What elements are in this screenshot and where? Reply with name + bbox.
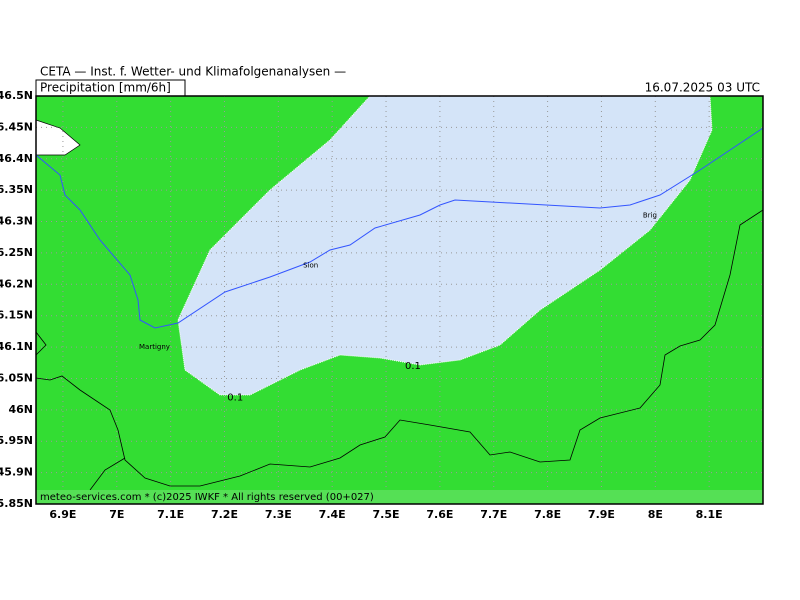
lon-tick-label: 7.8E [534, 508, 561, 521]
lat-tick-label: 46.4N [0, 152, 33, 165]
footer-text: meteo-services.com * (c)2025 IWKF * All … [40, 492, 374, 503]
header-title: CETA — Inst. f. Wetter- und Klimafolgena… [40, 65, 346, 79]
lat-tick-label: 46.05N [0, 371, 33, 384]
lon-tick-label: 7.5E [373, 508, 400, 521]
date-label: 16.07.2025 03 UTC [645, 81, 760, 95]
lon-tick-label: 7.4E [319, 508, 346, 521]
product-label: Precipitation [mm/6h] [40, 81, 171, 95]
lon-tick-label: 6.9E [49, 508, 76, 521]
lon-tick-label: 7.6E [426, 508, 453, 521]
lat-tick-label: 46.15N [0, 309, 33, 322]
place-label: Sion [303, 261, 318, 269]
lat-tick-label: 46.5N [0, 89, 33, 102]
contour-label: 0.1 [405, 361, 421, 372]
lon-tick-label: 7.1E [157, 508, 184, 521]
place-label: Martigny [139, 343, 170, 351]
lat-tick-label: 46.25N [0, 246, 33, 259]
lon-tick-label: 8E [648, 508, 663, 521]
lat-tick-label: 46.45N [0, 120, 33, 133]
lat-tick-label: 46.3N [0, 215, 33, 228]
lat-tick-label: 46N [8, 403, 33, 416]
map-frame [35, 95, 764, 505]
place-label: Brig [643, 211, 657, 219]
lat-tick-label: 45.9N [0, 466, 33, 479]
lon-tick-label: 7.3E [265, 508, 292, 521]
lon-tick-label: 8.1E [696, 508, 723, 521]
river [35, 127, 764, 329]
lon-tick-label: 7.7E [480, 508, 507, 521]
lat-tick-label: 45.85N [0, 497, 33, 510]
contour-label: 0.1 [227, 392, 243, 403]
lat-tick-label: 45.95N [0, 434, 33, 447]
lat-tick-label: 46.2N [0, 277, 33, 290]
lat-tick-label: 46.35N [0, 183, 33, 196]
grid [36, 95, 763, 505]
lon-tick-label: 7.9E [588, 508, 615, 521]
lat-tick-label: 46.1N [0, 340, 33, 353]
lon-tick-label: 7E [109, 508, 124, 521]
precip-area [177, 95, 713, 396]
border [35, 209, 764, 491]
footer-strip [36, 490, 763, 504]
lon-tick-label: 7.2E [211, 508, 238, 521]
